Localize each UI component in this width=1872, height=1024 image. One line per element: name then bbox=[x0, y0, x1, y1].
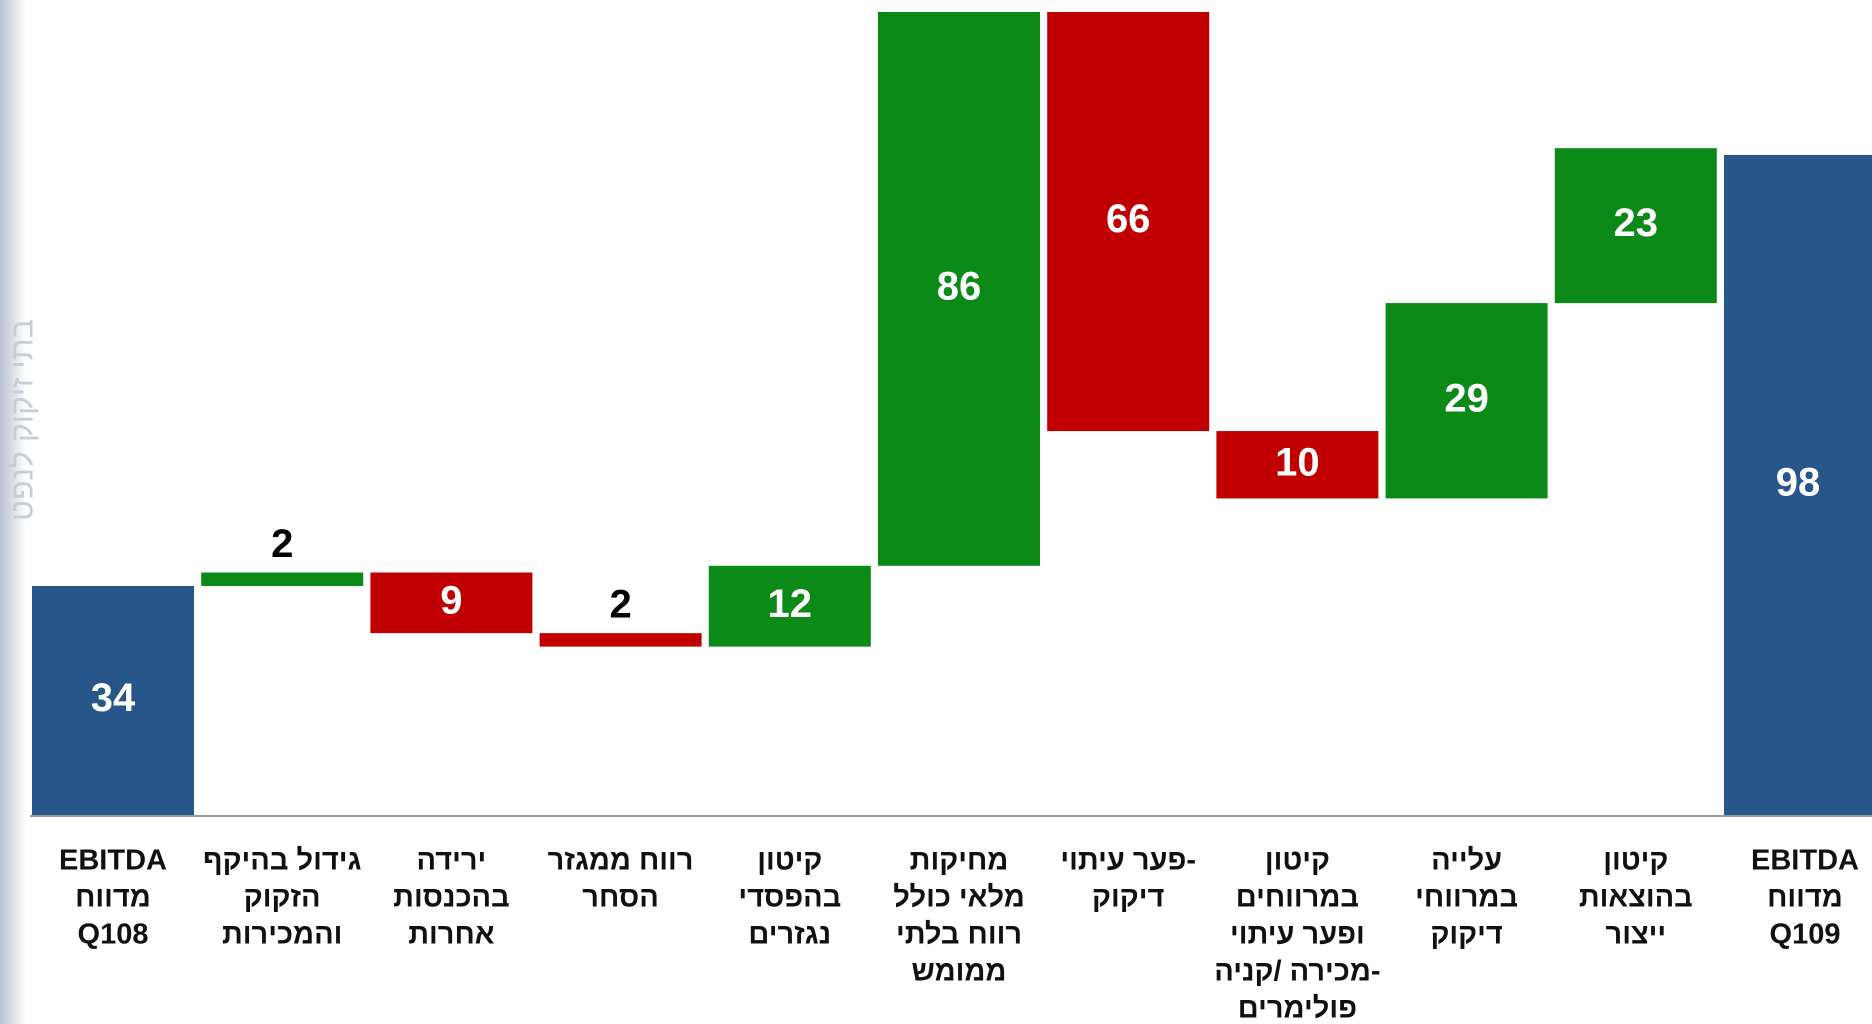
side-strip bbox=[0, 0, 26, 1024]
x-tick-label: נגזרים bbox=[748, 919, 831, 951]
plot-area bbox=[32, 12, 1872, 815]
value-label: 23 bbox=[1614, 201, 1659, 245]
x-tick-label: במרווחים bbox=[1236, 882, 1359, 914]
x-tick-label: בהכנסות bbox=[393, 882, 510, 914]
x-tick-label: פולימרים bbox=[1238, 993, 1357, 1024]
x-tick-label: דיקוק bbox=[1092, 882, 1164, 914]
x-tick-label: גידול בהיקף bbox=[203, 845, 361, 877]
x-tick-label: קיטון bbox=[1265, 845, 1330, 877]
x-tick-label: רווח בלתי bbox=[896, 919, 1022, 951]
value-label: 66 bbox=[1106, 197, 1151, 241]
x-tick-label: הסחר bbox=[582, 882, 659, 914]
value-label: 2 bbox=[271, 522, 293, 566]
x-tick-label: הזקוק bbox=[244, 882, 321, 914]
bar bbox=[1554, 148, 1717, 304]
x-tick-label: Q109 bbox=[1770, 919, 1841, 951]
value-label: 34 bbox=[91, 676, 136, 720]
value-label: 2 bbox=[609, 583, 631, 627]
x-tick-label: ירידה bbox=[416, 845, 486, 877]
x-tick-label: רווח ממגזר bbox=[548, 845, 694, 877]
x-tick-label: ופער עיתוי bbox=[1230, 919, 1365, 951]
x-tick-label: אחרות bbox=[408, 919, 495, 951]
x-tick-label: והמכירות bbox=[222, 919, 342, 951]
bar bbox=[1724, 154, 1872, 815]
x-tick-label: -מכירה /קניה bbox=[1214, 956, 1380, 988]
x-tick-label: עלייה bbox=[1431, 845, 1502, 877]
x-tick-label: ממומש bbox=[912, 956, 1007, 988]
x-tick-label: קיטון bbox=[757, 845, 822, 877]
x-tick-label: מדווח bbox=[1767, 882, 1843, 914]
x-tick-label: קיטון bbox=[1603, 845, 1668, 877]
value-label: 86 bbox=[937, 264, 982, 308]
x-tick-label: במרווחי bbox=[1415, 882, 1518, 914]
bar bbox=[539, 633, 702, 647]
x-tick-label: דיקוק bbox=[1430, 919, 1502, 951]
x-tick-label: Q108 bbox=[78, 919, 149, 951]
value-label: 29 bbox=[1444, 376, 1489, 420]
value-label: 12 bbox=[768, 582, 813, 626]
x-tick-label: בהוצאות bbox=[1579, 882, 1693, 914]
value-label: 9 bbox=[440, 578, 462, 622]
x-tick-label: ייצור bbox=[1605, 919, 1666, 951]
x-tick-label: מדווח bbox=[75, 882, 151, 914]
bar bbox=[1047, 12, 1210, 432]
bar bbox=[201, 572, 364, 586]
x-tick-label: בהפסדי bbox=[738, 882, 841, 914]
bar bbox=[370, 572, 533, 634]
x-tick-label: מלאי כולל bbox=[893, 882, 1025, 914]
bar bbox=[32, 585, 194, 815]
x-tick-label: -פער עיתוי bbox=[1060, 845, 1196, 877]
value-label: 98 bbox=[1776, 461, 1821, 505]
value-label: 10 bbox=[1275, 440, 1320, 484]
bar bbox=[878, 12, 1040, 566]
x-tick-label: EBITDA bbox=[59, 845, 167, 877]
bar bbox=[1385, 303, 1548, 499]
bar bbox=[708, 565, 871, 647]
x-tick-label: EBITDA bbox=[1751, 845, 1859, 877]
x-tick-label: מחיקות bbox=[910, 845, 1009, 877]
watermark: בתי זיקוק לנפט bbox=[3, 319, 39, 521]
bar bbox=[1216, 431, 1379, 499]
